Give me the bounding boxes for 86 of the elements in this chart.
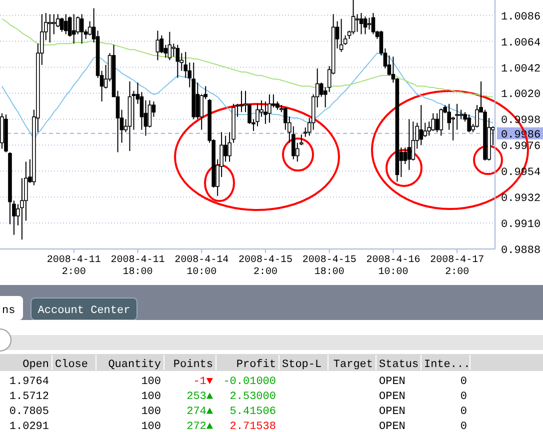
text: 274▲ — [186, 406, 213, 418]
candlestick — [148, 100, 152, 128]
x-tick-label: 2008-4-15 18:00 — [302, 255, 356, 278]
text: 100 — [141, 391, 161, 403]
candlestick — [144, 100, 148, 136]
text: 1.9764 — [9, 376, 49, 388]
category-label: Inte... — [424, 359, 470, 371]
candlestick — [419, 104, 424, 146]
y-tick-label: 1.0042 — [501, 63, 541, 76]
x-tick-label: 2008-4-14 10:00 — [174, 255, 229, 278]
category-label: Target — [333, 359, 373, 371]
category-label: Profit — [236, 359, 276, 371]
candlestick — [423, 122, 428, 138]
candlestick — [359, 12, 364, 35]
y-tick-label: 1.0064 — [501, 37, 542, 50]
text: 253▲ — [186, 391, 213, 403]
candlestick — [168, 31, 172, 61]
text: 1.0291 — [9, 421, 49, 432]
category-label: Status — [379, 359, 419, 371]
candlestick — [431, 112, 436, 132]
candlestick — [156, 30, 160, 61]
candlestick — [48, 14, 52, 43]
text: 100 — [141, 406, 161, 418]
text: OPEN — [379, 391, 406, 403]
candlestick — [351, 0, 356, 35]
category-label: Stop-L — [282, 359, 322, 371]
candlestick — [455, 103, 459, 130]
text: 0 — [460, 391, 467, 403]
candlestick — [475, 104, 479, 128]
candlestick — [72, 14, 76, 44]
candlestick — [64, 14, 68, 35]
y-tick-label: 1.0020 — [501, 89, 541, 102]
category-label: Open — [22, 359, 49, 371]
text: -1▼ — [193, 376, 213, 388]
candlestick — [268, 94, 272, 124]
y-tick-label: 0.9910 — [501, 219, 541, 232]
candlestick — [240, 90, 244, 113]
y-tick-label: 0.9932 — [501, 193, 541, 206]
x-tick-label: 2008-4-16 10:00 — [366, 255, 420, 278]
text: OPEN — [379, 421, 406, 432]
category-label: Quantity — [108, 359, 162, 371]
candlestick — [371, 12, 376, 35]
candlestick — [52, 14, 56, 35]
candlestick — [407, 118, 412, 170]
candlestick — [435, 112, 440, 133]
candlestick — [80, 14, 84, 44]
x-tick-label: 2008-4-17 2:00 — [430, 255, 484, 278]
candlestick — [459, 109, 463, 120]
category-label: Points — [173, 359, 213, 371]
text: OPEN — [379, 406, 406, 418]
candlestick — [367, 17, 372, 30]
text: 0 — [460, 376, 467, 388]
text: ns — [2, 305, 16, 317]
text: 100 — [141, 421, 161, 432]
x-tick-label: 2008-4-15 2:00 — [238, 255, 292, 278]
text: Account Center — [38, 305, 130, 317]
candlestick — [467, 114, 471, 133]
y-tick-label: 0.9888 — [501, 245, 541, 257]
candlestick — [363, 16, 368, 35]
candlestick — [411, 121, 416, 161]
text: 0 — [460, 406, 467, 418]
text: 5.41506 — [230, 406, 276, 418]
candlestick — [256, 103, 260, 127]
candlestick — [60, 17, 64, 32]
text: 2.53000 — [230, 391, 276, 403]
candlestick — [439, 108, 444, 136]
text: 272▲ — [186, 421, 213, 432]
text: 1.5712 — [9, 391, 49, 403]
candlestick — [160, 34, 164, 54]
line-series — [1, 18, 494, 98]
candlestick — [323, 86, 328, 108]
candlestick — [355, 14, 360, 32]
text: 0 — [460, 421, 467, 432]
candlestick — [339, 18, 344, 52]
category-label: Close — [55, 359, 88, 371]
text: 2.71538 — [230, 421, 276, 432]
candlestick — [88, 20, 92, 36]
candlestick — [176, 44, 180, 78]
text: 100 — [141, 376, 161, 388]
text: 0.7805 — [9, 406, 49, 418]
x-tick-label: 2008-4-11 18:00 — [110, 255, 165, 278]
text: -0.01000 — [223, 376, 276, 388]
y-tick-label: 1.0086 — [501, 11, 541, 24]
text: OPEN — [379, 376, 406, 388]
x-tick-label: 2008-4-11 2:00 — [46, 255, 101, 278]
candlestick — [132, 90, 136, 130]
